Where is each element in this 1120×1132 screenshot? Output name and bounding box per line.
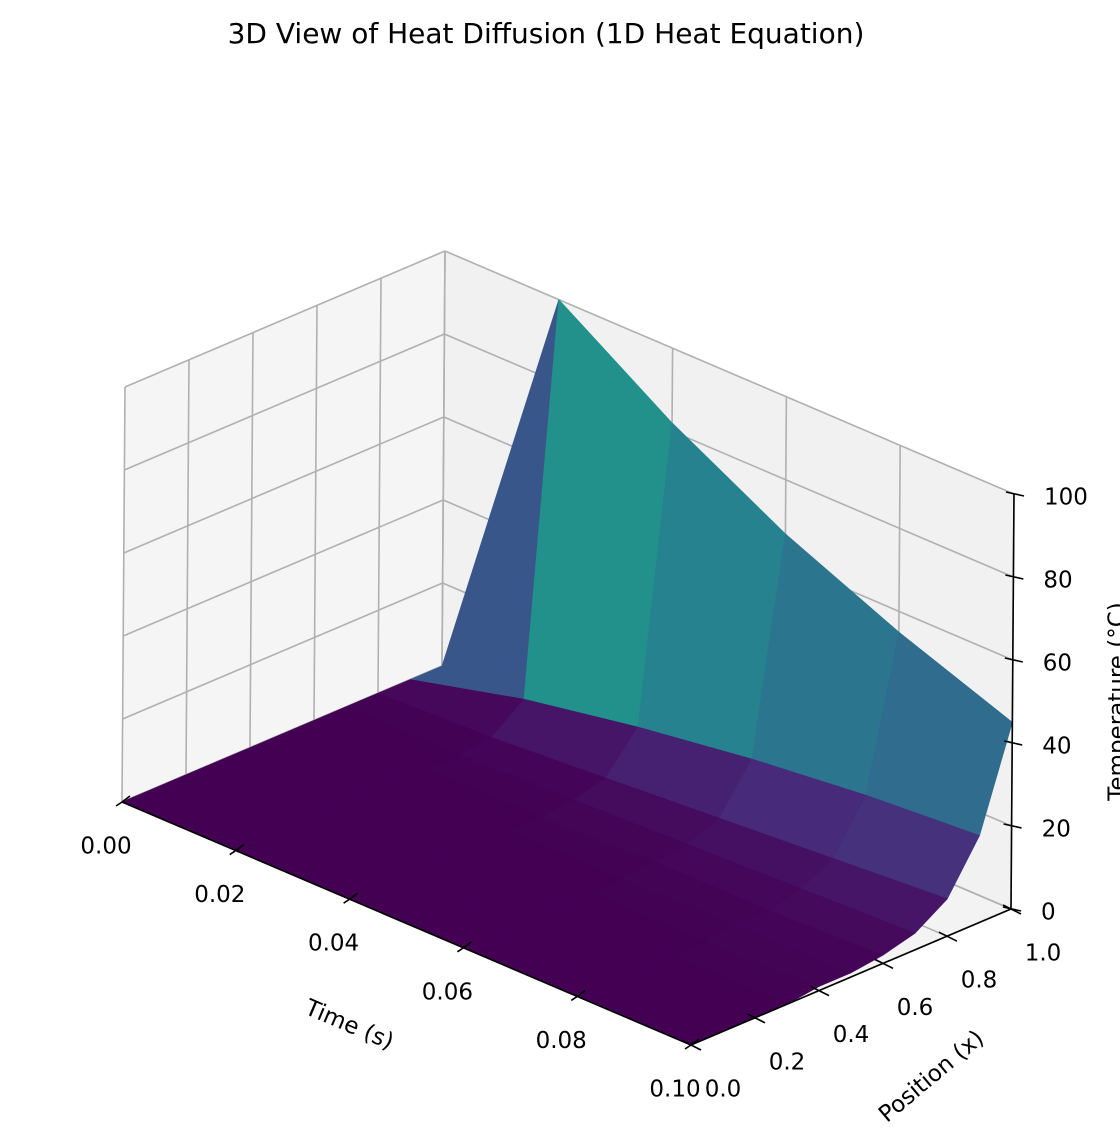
- y-tick-label: 0.6: [897, 995, 934, 1021]
- x-tick-inner: [343, 898, 351, 904]
- z-tick: [1004, 657, 1023, 663]
- z-axis-label: Temperature (°C): [1105, 602, 1120, 802]
- y-tick: [938, 931, 958, 942]
- z-tick-label: 40: [1042, 734, 1071, 760]
- grid-y-left: [313, 305, 318, 721]
- grid-z-left: [124, 333, 445, 471]
- x-tick: [349, 892, 359, 900]
- z-tick-label: 100: [1044, 485, 1088, 511]
- x-tick: [462, 941, 472, 949]
- x-tick-inner: [456, 947, 464, 953]
- z-tick-label: 20: [1042, 817, 1071, 843]
- z-tick: [1005, 491, 1025, 497]
- x-tick: [576, 989, 586, 998]
- y-tick: [746, 1013, 766, 1024]
- z-tick-label: 60: [1043, 651, 1072, 677]
- x-tick: [235, 843, 245, 852]
- z-tick: [1004, 740, 1023, 746]
- x-tick-inner: [115, 801, 123, 807]
- grid-z-left: [124, 250, 446, 388]
- grid-y-left: [185, 359, 190, 775]
- x-tick-label: 0.06: [422, 979, 473, 1005]
- y-axis-line: [690, 908, 1012, 1046]
- x-axis-label: Time (s): [300, 994, 397, 1055]
- grid-z-left: [123, 416, 445, 554]
- x-tick: [690, 1038, 700, 1046]
- z-tick: [1002, 906, 1022, 912]
- y-tick-label: 0.0: [705, 1077, 742, 1103]
- x-tick-label: 0.02: [194, 882, 245, 908]
- y-tick: [810, 985, 830, 997]
- x-tick-inner: [229, 849, 237, 856]
- x-tick-label: 0.08: [536, 1028, 587, 1054]
- left-pane: [122, 251, 445, 802]
- chart-title: 3D View of Heat Diffusion (1D Heat Equat…: [228, 17, 865, 50]
- x-tick-inner: [570, 995, 578, 1002]
- y-tick-label: 1.0: [1025, 941, 1062, 967]
- grid-z-left: [122, 582, 443, 720]
- grid-y-left: [121, 386, 126, 803]
- x-tick-inner: [684, 1044, 692, 1050]
- y-tick-label: 0.2: [769, 1049, 806, 1075]
- z-tick-label: 0: [1041, 900, 1056, 926]
- z-tick: [1005, 574, 1024, 580]
- z-tick-label: 80: [1043, 568, 1072, 594]
- y-tick-label: 0.8: [961, 968, 998, 994]
- x-tick: [121, 795, 131, 803]
- grid-z-back: [444, 250, 1015, 495]
- x-tick-label: 0.00: [80, 834, 131, 860]
- grid-y-left: [377, 278, 382, 694]
- z-tick: [1003, 823, 1022, 829]
- y-tick-label: 0.4: [833, 1022, 870, 1048]
- y-tick: [874, 958, 894, 970]
- z-axis-line: [1010, 493, 1015, 910]
- grid-z-left: [122, 499, 444, 637]
- x-axis-line: [121, 801, 692, 1046]
- x-tick-label: 0.04: [308, 931, 359, 957]
- temperature-surface: [121, 299, 1013, 1046]
- x-tick-label: 0.10: [649, 1077, 700, 1103]
- grid-y-left: [441, 250, 446, 667]
- axis-ticks: 0.00 0.02 0.04 0.06 0.08 0.10 0.0 0.2 0.4 0.6 0.8 1…: [80, 485, 1088, 1103]
- axis-lines: [121, 493, 1015, 1046]
- y-axis-label: Position (x): [874, 1025, 989, 1127]
- grid-y-left: [249, 332, 254, 748]
- y-tick: [682, 1040, 702, 1051]
